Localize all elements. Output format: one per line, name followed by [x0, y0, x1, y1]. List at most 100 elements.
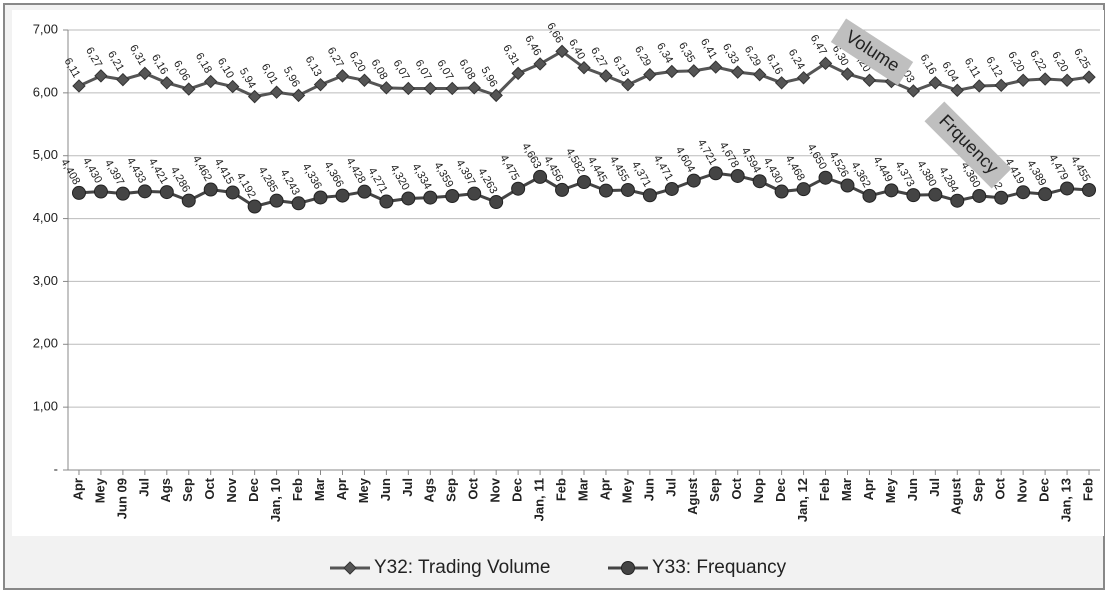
x-tick-label: Nov: [224, 477, 239, 502]
data-point: [730, 65, 745, 79]
x-tick-label: Sep: [707, 478, 722, 502]
data-point: [445, 189, 460, 204]
data-point: [379, 194, 394, 209]
data-point: [93, 184, 108, 199]
data-point: [906, 188, 921, 203]
x-tick-label: Jan, 11: [532, 478, 547, 521]
x-tick-label: Apr: [597, 478, 612, 500]
data-point: [928, 187, 943, 202]
annotation-box: [830, 18, 914, 86]
y-tick-label: 4,00: [33, 210, 58, 225]
data-point: [357, 73, 372, 87]
x-tick-label: Jun: [905, 478, 920, 501]
data-point: [291, 196, 306, 211]
y-tick-label: 3,00: [33, 273, 58, 288]
data-point: [709, 60, 723, 74]
x-tick-label: Dec: [246, 478, 261, 502]
x-tick-label: Dec: [773, 478, 788, 502]
data-point: [203, 182, 218, 197]
data-point: [664, 181, 679, 196]
annotation-box: [924, 101, 1012, 189]
data-point: [467, 81, 481, 95]
data-point: [862, 188, 877, 203]
data-point: [291, 88, 306, 103]
data-point: [71, 185, 86, 200]
data-point: [818, 56, 833, 71]
data-point: [401, 81, 416, 96]
y-tick-label: -: [54, 461, 58, 476]
data-point: [577, 61, 591, 75]
data-point: [467, 186, 482, 201]
x-tick-label: Agust: [685, 477, 700, 515]
data-point: [950, 83, 964, 98]
x-tick-label: Apr: [861, 478, 876, 500]
data-point: [204, 74, 218, 89]
data-point: [730, 168, 745, 183]
data-point: [160, 76, 174, 90]
data-point: [269, 193, 284, 208]
data-point: [423, 190, 438, 205]
x-tick-label: Apr: [334, 478, 349, 500]
data-point: [620, 182, 635, 197]
x-tick-label: Jun 09: [114, 478, 129, 519]
legend-marker: [343, 561, 357, 575]
x-tick-label: Mey: [619, 477, 634, 503]
data-point: [972, 188, 987, 203]
data-point: [182, 82, 196, 96]
data-point: [1038, 187, 1053, 202]
x-tick-label: Dec: [1037, 478, 1052, 502]
data-point: [489, 88, 503, 103]
data-point: [423, 81, 438, 96]
plot-frame: [12, 10, 1104, 536]
x-tick-label: Mar: [312, 478, 327, 501]
data-point: [796, 71, 811, 85]
x-tick-label: Mey: [92, 477, 107, 503]
legend-label: Y32: Trading Volume: [374, 557, 550, 578]
data-point: [994, 190, 1009, 205]
x-tick-label: Ags: [422, 478, 437, 503]
y-tick-label: 6,00: [33, 84, 58, 99]
data-point: [533, 57, 547, 71]
data-point: [687, 64, 701, 78]
x-tick-label: Jun: [641, 478, 656, 501]
data-point: [972, 79, 986, 93]
data-point: [313, 190, 328, 205]
data-point: [598, 183, 613, 198]
y-tick-label: 1,00: [33, 399, 58, 414]
data-point: [511, 66, 525, 81]
data-point: [159, 185, 174, 200]
data-point: [116, 72, 130, 87]
data-point: [774, 76, 789, 90]
x-tick-label: Apr: [70, 478, 85, 500]
x-tick-label: Mar: [575, 478, 590, 501]
data-point: [225, 79, 240, 94]
data-point: [335, 69, 350, 83]
data-point: [357, 184, 372, 199]
x-tick-label: Feb: [290, 478, 305, 501]
data-point: [313, 77, 328, 92]
data-point: [994, 78, 1008, 93]
x-tick-label: Jun: [378, 478, 393, 501]
data-point: [665, 64, 679, 79]
data-point: [818, 170, 833, 185]
data-point: [269, 85, 284, 99]
x-tick-label: Oct: [729, 477, 744, 499]
data-point: [181, 193, 196, 208]
data-point: [599, 69, 613, 83]
data-point: [1082, 70, 1096, 84]
data-point: [94, 69, 108, 83]
data-point: [708, 166, 723, 181]
x-tick-label: Jul: [663, 478, 678, 497]
x-tick-label: Jul: [927, 478, 942, 497]
x-tick-label: Jan, 13: [1059, 478, 1074, 522]
x-tick-label: Mar: [839, 478, 854, 501]
data-point: [752, 174, 767, 189]
data-point: [489, 195, 504, 210]
data-point: [72, 79, 86, 93]
data-point: [774, 184, 789, 199]
data-point: [533, 169, 548, 184]
x-tick-label: Feb: [817, 478, 832, 501]
data-point: [1016, 185, 1031, 200]
data-point: [401, 191, 416, 206]
